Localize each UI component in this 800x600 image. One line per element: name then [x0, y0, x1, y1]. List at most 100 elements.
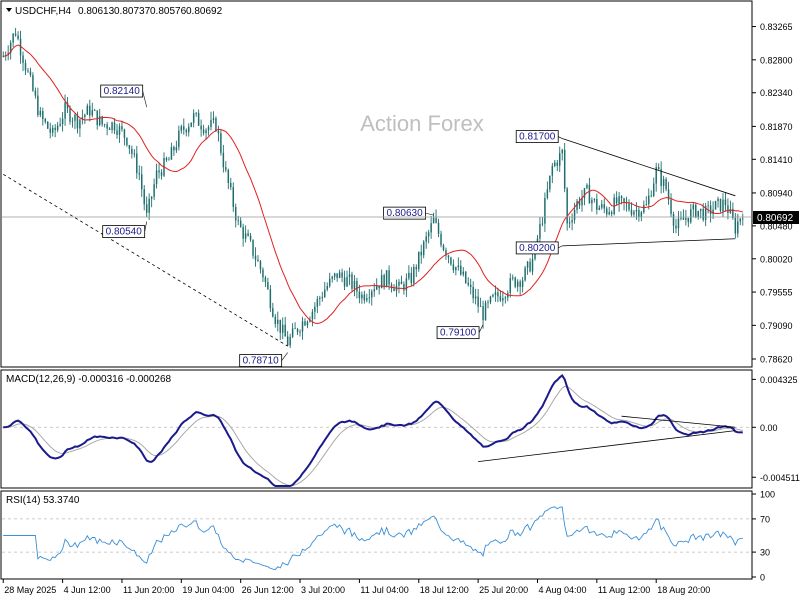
candle-body [477, 296, 479, 307]
candle-body [314, 306, 316, 312]
candle [408, 265, 410, 281]
candle-body [403, 284, 405, 291]
candle [415, 264, 418, 278]
candle [497, 287, 499, 303]
candle [568, 216, 571, 228]
candle-body [563, 149, 566, 189]
candle-body [96, 110, 98, 126]
candle [445, 247, 447, 260]
candle [484, 300, 487, 321]
candle-body [232, 187, 234, 207]
candle [670, 193, 672, 217]
candle-body [709, 205, 712, 215]
candle [328, 272, 331, 288]
candle-body [319, 297, 321, 300]
candle-body [660, 169, 662, 186]
candle [524, 265, 526, 282]
watermark: Action Forex [360, 111, 484, 136]
candle-body [346, 277, 348, 287]
candle-body [336, 273, 338, 278]
candle [385, 270, 388, 288]
candle-body [482, 306, 484, 321]
candle [588, 177, 591, 204]
candle-body [615, 197, 618, 204]
candle-body [455, 267, 457, 271]
candle [727, 198, 729, 220]
candle [296, 327, 299, 336]
candle [563, 142, 566, 193]
candle-body [556, 162, 559, 166]
candle [566, 186, 568, 231]
candle-body [657, 167, 660, 170]
candle [371, 289, 373, 306]
candle [56, 121, 59, 133]
candle [418, 251, 420, 272]
dropdown-triangle-icon[interactable] [6, 8, 12, 12]
candle [264, 275, 267, 288]
candle [556, 159, 559, 172]
candle [662, 175, 665, 193]
candle-body [103, 124, 106, 126]
candle [457, 257, 460, 271]
candle [714, 200, 717, 210]
candle [425, 231, 427, 249]
candle-body [326, 286, 328, 290]
candle [155, 163, 158, 189]
candle-body [541, 223, 544, 225]
candle [239, 217, 242, 228]
candle [141, 166, 143, 197]
candle [299, 329, 301, 337]
candle-body [24, 62, 27, 71]
candle [343, 270, 346, 291]
candle [442, 243, 445, 252]
candle [220, 130, 222, 156]
candle [361, 291, 363, 304]
candle-body [158, 170, 160, 173]
macd-tick-label: -0.004511 [760, 473, 800, 483]
candle [680, 211, 682, 221]
candle [29, 67, 32, 78]
candle [368, 288, 371, 304]
candle-body [380, 275, 383, 289]
candle-body [474, 296, 477, 299]
candle [304, 318, 306, 327]
candle [742, 213, 744, 226]
candle [541, 217, 544, 227]
candle-body [737, 221, 739, 234]
ohlc-high: 0.80737 [114, 6, 151, 17]
current-price-label: 0.80692 [757, 213, 794, 224]
candle [217, 125, 220, 142]
price-annotation-leader [558, 136, 563, 139]
candle-body [304, 321, 306, 326]
candle [111, 121, 113, 134]
candle-body [494, 292, 497, 295]
price-tick-label: 0.82800 [760, 55, 793, 65]
candle-body [499, 296, 502, 301]
candle [215, 116, 217, 132]
candle [514, 276, 516, 289]
candle-body [210, 119, 212, 128]
candle-body [375, 285, 378, 290]
candle [269, 284, 272, 313]
candle-body [118, 126, 121, 135]
candle [489, 295, 492, 305]
candle [183, 118, 185, 135]
candle-body [138, 173, 141, 175]
candle-body [618, 196, 620, 204]
candle-body [366, 298, 368, 301]
candle [539, 217, 541, 245]
candle [378, 285, 380, 295]
candle [314, 302, 316, 320]
candle-body [220, 133, 222, 153]
candle-body [447, 255, 450, 258]
candle-body [259, 261, 262, 270]
candle [677, 211, 680, 236]
candle-body [84, 114, 86, 118]
macd-tick-label: 0.004325 [760, 375, 798, 385]
ohlc-open: 0.80613 [78, 6, 115, 17]
candle-body [742, 218, 744, 220]
candle [175, 140, 178, 153]
candle [262, 267, 264, 283]
candle-body [670, 199, 672, 215]
candle [22, 51, 24, 72]
